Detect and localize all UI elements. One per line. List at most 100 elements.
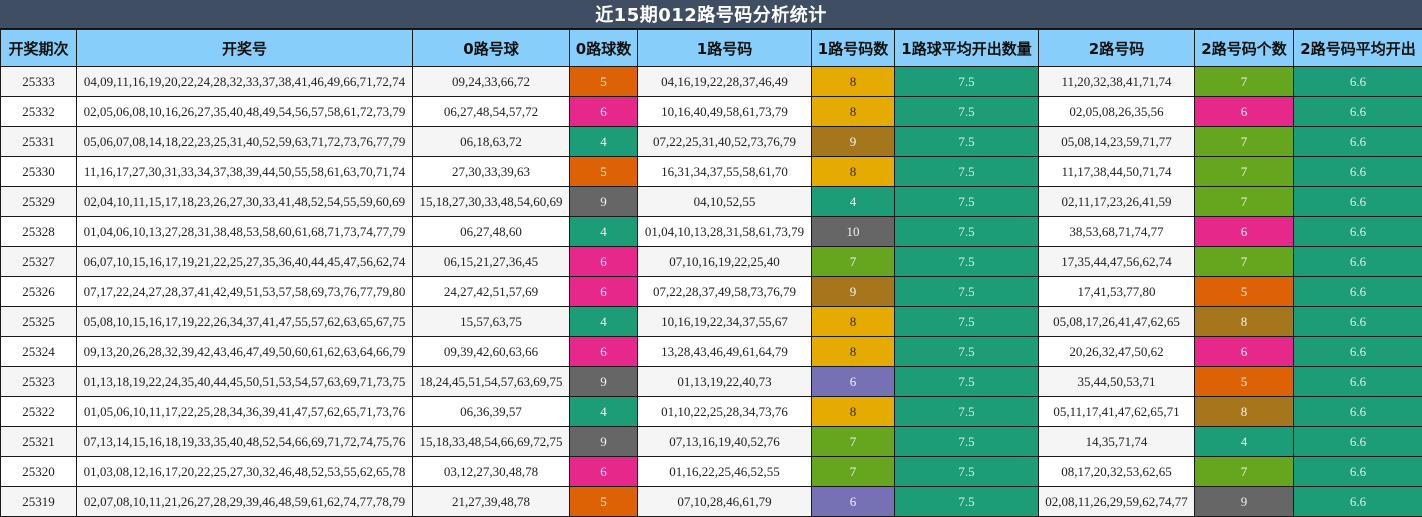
cell-route0-balls[interactable]: 09,39,42,60,63,66: [412, 336, 570, 367]
cell-route1-balls[interactable]: 10,16,40,49,58,61,73,79: [637, 96, 812, 127]
cell-period[interactable]: 25331: [0, 126, 77, 157]
cell-route2-avg[interactable]: 6.6: [1293, 276, 1422, 307]
cell-period[interactable]: 25327: [0, 246, 77, 277]
cell-route2-count[interactable]: 5: [1194, 366, 1294, 397]
cell-route1-count[interactable]: 8: [811, 96, 895, 127]
cell-route1-avg[interactable]: 7.5: [894, 66, 1039, 97]
header-route0-balls[interactable]: 0路号球: [412, 29, 570, 67]
cell-route0-count[interactable]: 4: [569, 396, 638, 427]
cell-route0-count[interactable]: 5: [569, 156, 638, 187]
header-route1-avg[interactable]: 1路球平均开出数量: [894, 29, 1039, 67]
header-route1-balls[interactable]: 1路号码: [637, 29, 812, 67]
cell-numbers[interactable]: 07,17,22,24,27,28,37,41,42,49,51,53,57,5…: [76, 276, 413, 307]
cell-route2-avg[interactable]: 6.6: [1293, 456, 1422, 487]
cell-route1-balls[interactable]: 07,13,16,19,40,52,76: [637, 426, 812, 457]
cell-route1-count[interactable]: 4: [811, 186, 895, 217]
cell-route1-count[interactable]: 9: [811, 276, 895, 307]
header-route0-count[interactable]: 0路球数: [569, 29, 638, 67]
cell-route2-balls[interactable]: 05,11,17,41,47,62,65,71: [1038, 396, 1195, 427]
cell-period[interactable]: 25329: [0, 186, 77, 217]
cell-numbers[interactable]: 01,04,06,10,13,27,28,31,38,48,53,58,60,6…: [76, 216, 413, 247]
cell-route2-count[interactable]: 7: [1194, 66, 1294, 97]
cell-route1-balls[interactable]: 04,10,52,55: [637, 186, 812, 217]
cell-route1-balls[interactable]: 07,22,25,31,40,52,73,76,79: [637, 126, 812, 157]
cell-route0-balls[interactable]: 06,36,39,57: [412, 396, 570, 427]
cell-route2-balls[interactable]: 17,35,44,47,56,62,74: [1038, 246, 1195, 277]
cell-route1-avg[interactable]: 7.5: [894, 126, 1039, 157]
cell-route2-count[interactable]: 6: [1194, 336, 1294, 367]
cell-route1-avg[interactable]: 7.5: [894, 426, 1039, 457]
cell-numbers[interactable]: 05,08,10,15,16,17,19,22,26,34,37,41,47,5…: [76, 306, 413, 337]
cell-route2-balls[interactable]: 05,08,17,26,41,47,62,65: [1038, 306, 1195, 337]
cell-route1-count[interactable]: 9: [811, 126, 895, 157]
cell-route0-balls[interactable]: 06,27,48,54,57,72: [412, 96, 570, 127]
cell-route1-count[interactable]: 7: [811, 246, 895, 277]
cell-numbers[interactable]: 04,09,11,16,19,20,22,24,28,32,33,37,38,4…: [76, 66, 413, 97]
cell-period[interactable]: 25320: [0, 456, 77, 487]
cell-route0-balls[interactable]: 06,15,21,27,36,45: [412, 246, 570, 277]
cell-route2-count[interactable]: 8: [1194, 396, 1294, 427]
cell-route1-avg[interactable]: 7.5: [894, 186, 1039, 217]
cell-route0-balls[interactable]: 06,18,63,72: [412, 126, 570, 157]
cell-route0-count[interactable]: 5: [569, 486, 638, 517]
cell-period[interactable]: 25333: [0, 66, 77, 97]
cell-route2-balls[interactable]: 17,41,53,77,80: [1038, 276, 1195, 307]
cell-route2-balls[interactable]: 20,26,32,47,50,62: [1038, 336, 1195, 367]
cell-route1-count[interactable]: 10: [811, 216, 895, 247]
cell-numbers[interactable]: 11,16,17,27,30,31,33,34,37,38,39,44,50,5…: [76, 156, 413, 187]
cell-route2-balls[interactable]: 11,20,32,38,41,71,74: [1038, 66, 1195, 97]
cell-route1-count[interactable]: 7: [811, 426, 895, 457]
cell-route2-balls[interactable]: 02,05,08,26,35,56: [1038, 96, 1195, 127]
cell-route0-count[interactable]: 6: [569, 336, 638, 367]
cell-route0-count[interactable]: 6: [569, 456, 638, 487]
cell-route1-count[interactable]: 8: [811, 66, 895, 97]
cell-route1-balls[interactable]: 10,16,19,22,34,37,55,67: [637, 306, 812, 337]
cell-route1-balls[interactable]: 13,28,43,46,49,61,64,79: [637, 336, 812, 367]
cell-route2-balls[interactable]: 35,44,50,53,71: [1038, 366, 1195, 397]
cell-numbers[interactable]: 06,07,10,15,16,17,19,21,22,25,27,35,36,4…: [76, 246, 413, 277]
cell-period[interactable]: 25325: [0, 306, 77, 337]
cell-route0-count[interactable]: 9: [569, 426, 638, 457]
cell-route2-avg[interactable]: 6.6: [1293, 246, 1422, 277]
cell-route0-balls[interactable]: 24,27,42,51,57,69: [412, 276, 570, 307]
cell-route1-count[interactable]: 8: [811, 156, 895, 187]
header-route2-count[interactable]: 2路号码个数: [1194, 29, 1294, 67]
cell-route1-avg[interactable]: 7.5: [894, 156, 1039, 187]
cell-route2-count[interactable]: 6: [1194, 216, 1294, 247]
cell-route1-avg[interactable]: 7.5: [894, 336, 1039, 367]
cell-route2-count[interactable]: 4: [1194, 426, 1294, 457]
cell-route2-balls[interactable]: 02,11,17,23,26,41,59: [1038, 186, 1195, 217]
cell-route0-count[interactable]: 9: [569, 186, 638, 217]
cell-route1-count[interactable]: 8: [811, 306, 895, 337]
cell-route0-balls[interactable]: 27,30,33,39,63: [412, 156, 570, 187]
cell-route1-balls[interactable]: 07,10,28,46,61,79: [637, 486, 812, 517]
header-route2-balls[interactable]: 2路号码: [1038, 29, 1195, 67]
cell-numbers[interactable]: 01,03,08,12,16,17,20,22,25,27,30,32,46,4…: [76, 456, 413, 487]
cell-route0-balls[interactable]: 09,24,33,66,72: [412, 66, 570, 97]
cell-route1-avg[interactable]: 7.5: [894, 306, 1039, 337]
cell-route1-avg[interactable]: 7.5: [894, 216, 1039, 247]
cell-route2-avg[interactable]: 6.6: [1293, 336, 1422, 367]
cell-route0-balls[interactable]: 15,18,27,30,33,48,54,60,69: [412, 186, 570, 217]
cell-route1-balls[interactable]: 01,13,19,22,40,73: [637, 366, 812, 397]
cell-route2-avg[interactable]: 6.6: [1293, 486, 1422, 517]
header-numbers[interactable]: 开奖号: [76, 29, 413, 67]
cell-route2-balls[interactable]: 11,17,38,44,50,71,74: [1038, 156, 1195, 187]
cell-route2-avg[interactable]: 6.6: [1293, 186, 1422, 217]
cell-route2-count[interactable]: 5: [1194, 276, 1294, 307]
cell-period[interactable]: 25323: [0, 366, 77, 397]
cell-route0-count[interactable]: 9: [569, 366, 638, 397]
cell-route1-avg[interactable]: 7.5: [894, 276, 1039, 307]
cell-route0-count[interactable]: 4: [569, 126, 638, 157]
cell-route2-balls[interactable]: 08,17,20,32,53,62,65: [1038, 456, 1195, 487]
cell-period[interactable]: 25332: [0, 96, 77, 127]
cell-numbers[interactable]: 01,05,06,10,11,17,22,25,28,34,36,39,41,4…: [76, 396, 413, 427]
cell-route0-count[interactable]: 5: [569, 66, 638, 97]
cell-route2-count[interactable]: 6: [1194, 96, 1294, 127]
cell-route0-balls[interactable]: 15,18,33,48,54,66,69,72,75: [412, 426, 570, 457]
cell-numbers[interactable]: 02,07,08,10,11,21,26,27,28,29,39,46,48,5…: [76, 486, 413, 517]
cell-period[interactable]: 25328: [0, 216, 77, 247]
cell-route2-count[interactable]: 7: [1194, 246, 1294, 277]
cell-route1-balls[interactable]: 04,16,19,22,28,37,46,49: [637, 66, 812, 97]
header-period[interactable]: 开奖期次: [0, 29, 77, 67]
